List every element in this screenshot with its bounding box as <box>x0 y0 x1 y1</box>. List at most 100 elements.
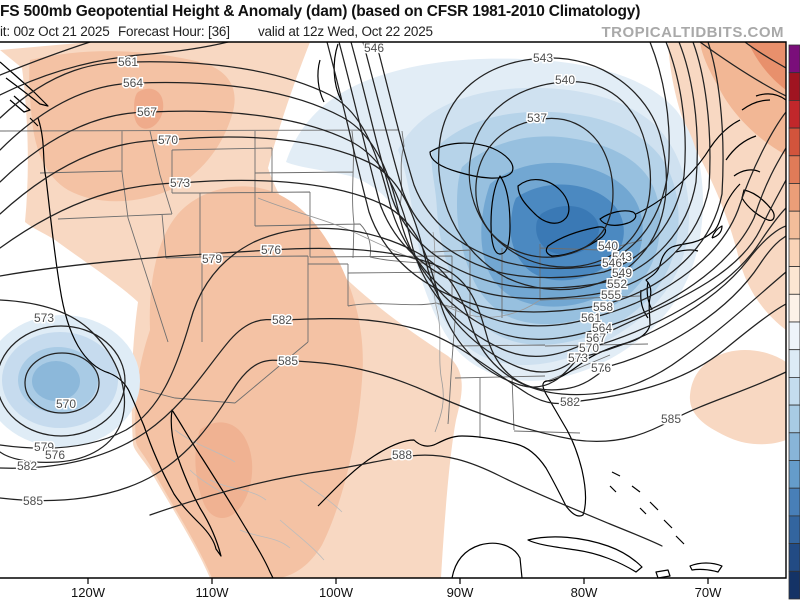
colorbar-segment <box>788 487 800 517</box>
colorbar-segment <box>788 238 800 267</box>
anomaly-fill-layer <box>0 42 786 578</box>
colorbar-segment <box>788 404 800 434</box>
contour-543-loop <box>437 57 668 291</box>
contour-576 <box>0 235 786 391</box>
colorbar-segment <box>788 100 800 129</box>
coastline-gulf-east <box>317 183 741 517</box>
coastline-bc-islands <box>0 61 49 127</box>
contour-555-wrap <box>338 42 711 300</box>
contour-value-label: 579 <box>34 440 54 454</box>
valid-time-text: valid at 12z Wed, Oct 22 2025 <box>258 24 433 39</box>
state-borders <box>0 129 649 438</box>
manitoba-lakes <box>317 43 342 103</box>
forecast-hour-text: Forecast Hour: [36] <box>118 24 230 39</box>
contour-549-wrap <box>362 42 686 279</box>
coastline-northeast-details <box>635 93 786 319</box>
contour-value-label: 576 <box>45 448 65 462</box>
caribbean-islands <box>527 471 723 578</box>
contour-value-label: 564 <box>592 321 612 335</box>
contour-value-label: 549 <box>612 266 632 280</box>
contour-value-label: 576 <box>261 243 281 257</box>
positive-anomaly-southwest-inner <box>135 186 363 578</box>
positive-anomaly-northwest-inner <box>29 51 235 202</box>
contour-573-ca-loop <box>0 325 126 437</box>
contour-value-label: 555 <box>601 288 621 302</box>
yucatan-coast <box>451 542 523 578</box>
positive-anomaly-corner-mid <box>700 42 786 155</box>
contour-value-label: 585 <box>661 412 681 426</box>
contour-value-label: 558 <box>593 300 613 314</box>
contour-value-label: 573 <box>34 311 54 325</box>
contour-value-label: 570 <box>579 341 599 355</box>
geography-layer <box>0 43 786 578</box>
mexico-state-borders <box>174 429 343 561</box>
contour-value-label: 573 <box>170 176 190 190</box>
colorbar-segment <box>788 266 800 295</box>
contour-value-label: 573 <box>568 351 588 365</box>
great-lakes <box>429 142 637 257</box>
contour-value-label: 546 <box>602 256 622 270</box>
contour-value-label: 576 <box>591 361 611 375</box>
positive-anomaly-atlantic-blob <box>689 350 786 445</box>
colorbar-segment <box>788 543 800 572</box>
contour-value-label: 540 <box>598 239 618 253</box>
x-axis-tick-label: 70W <box>695 585 722 600</box>
contour-576-ring <box>0 299 126 464</box>
map-frame <box>0 41 787 579</box>
contour-value-label: 579 <box>202 252 222 266</box>
anomaly-colorbar <box>788 44 800 600</box>
contour-579 <box>0 227 786 449</box>
colorbar-segment <box>788 210 800 240</box>
contour-nw-short <box>0 42 229 96</box>
x-axis-tick-label: 120W <box>71 585 106 600</box>
contour-537-loop <box>475 117 614 258</box>
contour-value-label: 570 <box>158 133 178 147</box>
negative-anomaly-ca-r4 <box>32 361 80 401</box>
colorbar-segment <box>788 155 800 184</box>
x-axis-tick-label: 110W <box>196 585 230 600</box>
colorbar-segment <box>788 460 800 489</box>
contour-value-label: 582 <box>272 313 292 327</box>
contour-567 <box>0 110 786 357</box>
contour-value-label: 543 <box>612 250 632 264</box>
contour-value-label: 588 <box>392 448 412 462</box>
contour-value-label: 564 <box>123 76 143 90</box>
contour-582 <box>0 303 786 469</box>
init-time-text: it: 00z Oct 21 2025 <box>0 24 110 39</box>
contour-value-label: 570 <box>56 397 76 411</box>
colorbar-segment <box>788 293 800 323</box>
contour-value-label: 582 <box>17 459 37 473</box>
contour-corner-diagonals <box>699 42 786 97</box>
positive-anomaly-corner-core <box>748 42 786 90</box>
colorbar-segment <box>788 44 800 74</box>
x-axis-tick-label: 80W <box>571 585 598 600</box>
contour-value-label: 567 <box>137 105 157 119</box>
contour-value-label: 585 <box>278 354 298 368</box>
positive-anomaly-mexico-core <box>195 422 253 519</box>
negative-anomaly-l7 <box>536 206 599 255</box>
contour-value-label: 567 <box>586 331 606 345</box>
contour-588 <box>149 454 663 547</box>
x-axis-tick-label: 90W <box>447 585 474 600</box>
colorbar-segment <box>788 321 800 351</box>
contour-value-label: 546 <box>364 41 384 55</box>
contour-label-layer: 5615645675705735465435405375405435465495… <box>15 41 682 510</box>
contour-value-label: 552 <box>607 277 627 291</box>
colorbar-segment <box>788 349 800 378</box>
contour-558-wrap <box>326 42 724 313</box>
colorbar-segment <box>788 127 800 157</box>
coastline <box>37 117 274 578</box>
positive-anomaly-northwest-core <box>134 88 164 129</box>
colorbar-segment <box>788 570 800 600</box>
x-axis: 120W 110W 100W 90W 80W 70W <box>71 578 722 600</box>
contour-585 <box>0 359 786 502</box>
chart-title: FS 500mb Geopotential Height & Anomaly (… <box>0 3 640 20</box>
x-axis-tick-label: 100W <box>319 585 354 600</box>
contour-value-label: 585 <box>23 494 43 508</box>
colorbar-segment <box>788 376 800 406</box>
colorbar-segment <box>788 183 800 212</box>
contour-value-label: 561 <box>118 55 138 69</box>
contour-552-wrap <box>350 42 698 289</box>
